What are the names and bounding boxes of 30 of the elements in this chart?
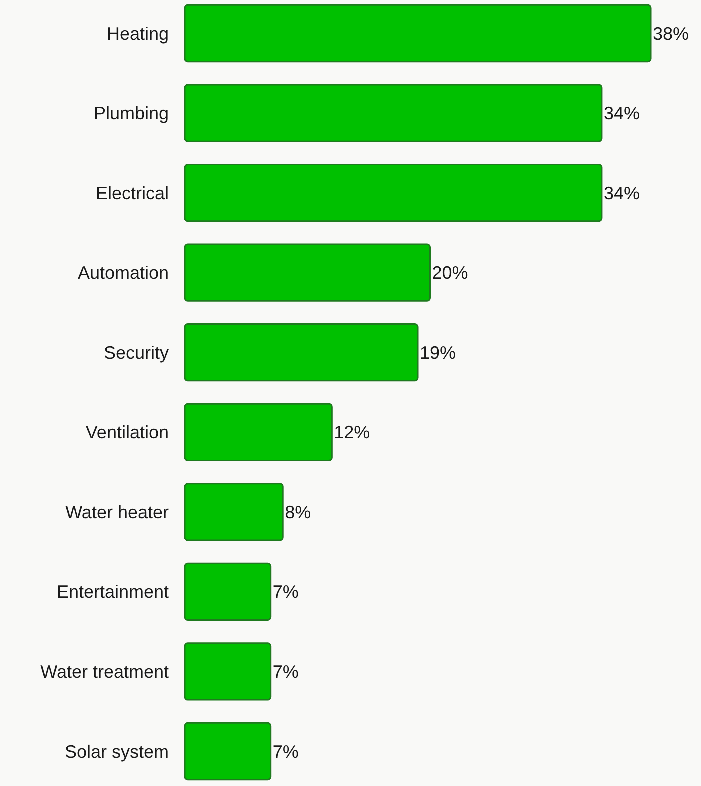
y-tick-label: Heating xyxy=(106,24,169,44)
data-label: 7% xyxy=(272,742,299,762)
y-tick-label: Plumbing xyxy=(94,104,169,124)
data-label: 7% xyxy=(272,582,299,602)
bar xyxy=(184,4,652,63)
y-tick-label: Electrical xyxy=(96,183,169,204)
data-label: 8% xyxy=(285,502,312,522)
y-tick-label: Water treatment xyxy=(40,662,169,682)
data-label: 7% xyxy=(272,662,299,682)
data-label: 12% xyxy=(334,422,370,443)
y-tick-label: Automation xyxy=(78,263,169,284)
bar xyxy=(184,403,333,462)
bar xyxy=(184,722,272,781)
y-tick-label: Entertainment xyxy=(56,582,169,602)
bar xyxy=(184,562,272,622)
bar xyxy=(184,642,272,701)
y-tick-label: Ventilation xyxy=(86,422,169,443)
data-label: 20% xyxy=(432,263,468,284)
bar xyxy=(184,84,603,142)
data-label: 19% xyxy=(420,342,456,363)
bar xyxy=(184,324,419,382)
bar xyxy=(184,244,432,302)
y-tick-label: Security xyxy=(104,342,169,363)
data-label: 38% xyxy=(653,24,690,44)
bar xyxy=(184,164,603,222)
bar xyxy=(184,483,284,542)
y-tick-label: Water heater xyxy=(66,502,169,522)
data-label: 34% xyxy=(604,183,640,204)
data-label: 34% xyxy=(604,104,640,124)
y-tick-label: Solar system xyxy=(64,742,169,762)
